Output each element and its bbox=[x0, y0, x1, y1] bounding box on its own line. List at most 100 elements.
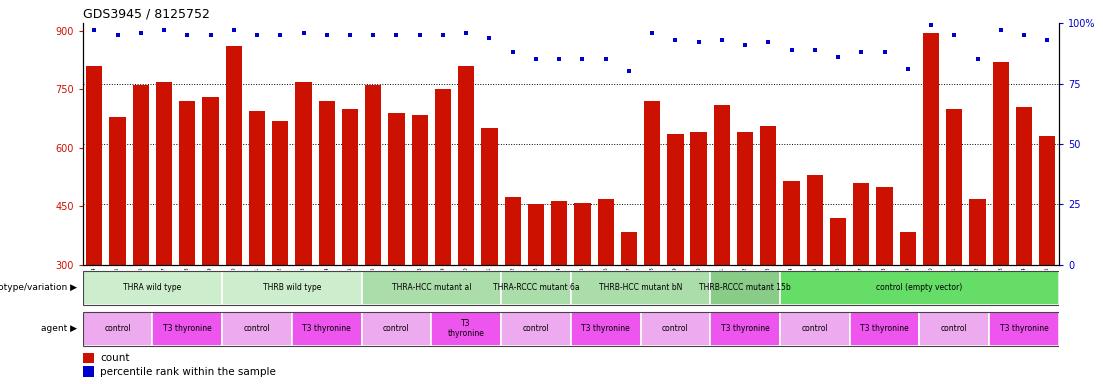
Text: THRA-HCC mutant al: THRA-HCC mutant al bbox=[392, 283, 471, 293]
Bar bbox=[710, 312, 780, 346]
Bar bbox=[993, 62, 1009, 265]
Bar bbox=[249, 111, 265, 265]
Bar bbox=[435, 89, 451, 265]
Text: control: control bbox=[523, 324, 549, 333]
Point bbox=[876, 49, 893, 55]
Bar bbox=[362, 271, 501, 305]
Text: percentile rank within the sample: percentile rank within the sample bbox=[100, 367, 276, 377]
Point bbox=[737, 42, 754, 48]
Bar bbox=[570, 271, 710, 305]
Point bbox=[458, 30, 475, 36]
Bar bbox=[989, 312, 1059, 346]
Point bbox=[713, 37, 730, 43]
Text: control: control bbox=[662, 324, 688, 333]
Bar bbox=[780, 271, 1059, 305]
Text: T3 thyronine: T3 thyronine bbox=[860, 324, 909, 333]
Bar bbox=[641, 312, 710, 346]
Point bbox=[132, 30, 150, 36]
Point bbox=[597, 56, 614, 62]
Bar bbox=[946, 109, 963, 265]
Bar bbox=[783, 181, 800, 265]
Point bbox=[364, 32, 382, 38]
Point bbox=[225, 27, 243, 33]
Point bbox=[411, 32, 429, 38]
Bar bbox=[132, 86, 149, 265]
Bar bbox=[570, 312, 641, 346]
Bar bbox=[920, 312, 989, 346]
Bar bbox=[222, 271, 362, 305]
Bar bbox=[481, 128, 497, 265]
Text: T3
thyronine: T3 thyronine bbox=[448, 319, 484, 338]
Bar bbox=[854, 183, 869, 265]
Text: THRB-HCC mutant bN: THRB-HCC mutant bN bbox=[599, 283, 683, 293]
Text: T3 thyronine: T3 thyronine bbox=[999, 324, 1048, 333]
Bar bbox=[83, 366, 95, 377]
Bar bbox=[83, 312, 152, 346]
Bar bbox=[272, 121, 288, 265]
Point bbox=[550, 56, 568, 62]
Bar bbox=[621, 232, 638, 265]
Bar bbox=[760, 126, 777, 265]
Bar bbox=[849, 312, 920, 346]
Text: THRB wild type: THRB wild type bbox=[263, 283, 321, 293]
Point bbox=[179, 32, 196, 38]
Text: control: control bbox=[244, 324, 270, 333]
Bar bbox=[504, 197, 521, 265]
Text: count: count bbox=[100, 353, 130, 363]
Bar bbox=[710, 271, 780, 305]
Bar bbox=[83, 271, 222, 305]
Bar bbox=[667, 134, 684, 265]
Point bbox=[574, 56, 591, 62]
Bar bbox=[152, 312, 222, 346]
Bar bbox=[501, 271, 570, 305]
Bar bbox=[780, 312, 849, 346]
Point bbox=[945, 32, 963, 38]
Bar bbox=[923, 33, 939, 265]
Point bbox=[806, 46, 824, 53]
Bar bbox=[458, 66, 474, 265]
Point bbox=[1015, 32, 1032, 38]
Bar bbox=[342, 109, 358, 265]
Point bbox=[202, 32, 219, 38]
Bar bbox=[1039, 136, 1056, 265]
Text: THRB-RCCC mutant 15b: THRB-RCCC mutant 15b bbox=[699, 283, 791, 293]
Bar bbox=[877, 187, 892, 265]
Bar bbox=[203, 97, 218, 265]
Text: agent ▶: agent ▶ bbox=[41, 324, 77, 333]
Text: T3 thyronine: T3 thyronine bbox=[163, 324, 212, 333]
Bar bbox=[86, 66, 103, 265]
Point bbox=[86, 27, 104, 33]
Bar bbox=[970, 199, 986, 265]
Text: control: control bbox=[941, 324, 967, 333]
Point bbox=[248, 32, 266, 38]
Bar bbox=[644, 101, 661, 265]
Point bbox=[829, 54, 847, 60]
Text: T3 thyronine: T3 thyronine bbox=[581, 324, 630, 333]
Bar bbox=[222, 312, 292, 346]
Bar bbox=[829, 218, 846, 265]
Text: control: control bbox=[802, 324, 828, 333]
Bar bbox=[690, 132, 707, 265]
Bar bbox=[900, 232, 915, 265]
Text: GDS3945 / 8125752: GDS3945 / 8125752 bbox=[83, 7, 210, 20]
Point bbox=[504, 49, 522, 55]
Bar bbox=[806, 175, 823, 265]
Text: genotype/variation ▶: genotype/variation ▶ bbox=[0, 283, 77, 293]
Text: control: control bbox=[383, 324, 410, 333]
Bar bbox=[296, 81, 312, 265]
Text: THRA-RCCC mutant 6a: THRA-RCCC mutant 6a bbox=[493, 283, 579, 293]
Bar bbox=[362, 312, 431, 346]
Point bbox=[666, 37, 684, 43]
Bar bbox=[292, 312, 362, 346]
Bar bbox=[388, 113, 405, 265]
Point bbox=[968, 56, 986, 62]
Point bbox=[922, 22, 940, 28]
Bar bbox=[737, 132, 753, 265]
Bar bbox=[365, 86, 382, 265]
Point bbox=[992, 27, 1009, 33]
Bar bbox=[179, 101, 195, 265]
Point bbox=[318, 32, 335, 38]
Point bbox=[853, 49, 870, 55]
Bar bbox=[528, 204, 544, 265]
Point bbox=[643, 30, 661, 36]
